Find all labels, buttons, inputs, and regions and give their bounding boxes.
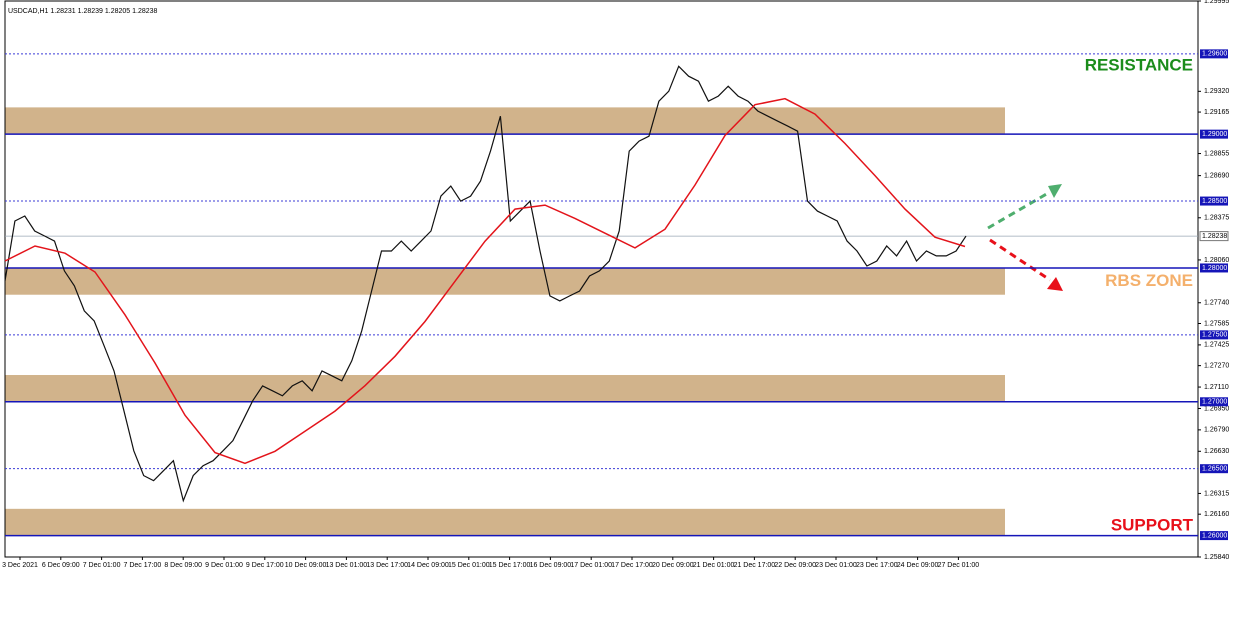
- zone: [5, 375, 1005, 402]
- level-label-box: [1200, 129, 1228, 139]
- annotation: RBS ZONE: [1105, 271, 1193, 290]
- x-tick-label: 7 Dec 17:00: [124, 562, 162, 569]
- down-arrow-head: [1047, 277, 1063, 291]
- level-label: 1.26500: [1202, 466, 1227, 473]
- y-tick-label: 1.29165: [1204, 109, 1229, 116]
- current-price-label: 1.28238: [1202, 233, 1227, 240]
- y-tick-label: 1.28855: [1204, 150, 1229, 157]
- x-tick-label: 27 Dec 01:00: [938, 562, 980, 569]
- x-tick-label: 20 Dec 09:00: [652, 562, 694, 569]
- x-tick-label: 6 Dec 09:00: [42, 562, 80, 569]
- y-tick-label: 1.28375: [1204, 215, 1229, 222]
- level-label-box: [1200, 397, 1228, 407]
- annotation: RESISTANCE: [1085, 55, 1193, 74]
- x-tick-label: 17 Dec 01:00: [570, 562, 612, 569]
- y-tick-label: 1.28060: [1204, 257, 1229, 264]
- level-label: 1.27500: [1202, 332, 1227, 339]
- x-tick-label: 16 Dec 09:00: [530, 562, 572, 569]
- down-arrow-line: [989, 238, 1051, 282]
- x-tick-label: 21 Dec 01:00: [693, 562, 735, 569]
- y-tick-label: 1.28690: [1204, 172, 1229, 179]
- x-tick-label: 8 Dec 09:00: [164, 562, 202, 569]
- x-tick-label: 17 Dec 17:00: [611, 562, 653, 569]
- zone: [5, 508, 1005, 536]
- y-tick-label: 1.27585: [1204, 320, 1229, 327]
- x-tick-label: 9 Dec 17:00: [246, 562, 284, 569]
- y-tick-label: 1.27425: [1204, 342, 1229, 349]
- x-tick-label: 15 Dec 01:00: [448, 562, 490, 569]
- y-tick-label: 1.29995: [1204, 0, 1229, 5]
- y-tick-label: 1.26160: [1204, 511, 1229, 518]
- x-tick-label: 3 Dec 2021: [2, 562, 38, 569]
- level-label-box: [1200, 330, 1228, 340]
- zone: [5, 267, 1005, 295]
- x-tick-label: 21 Dec 17:00: [734, 562, 776, 569]
- y-tick-label: 1.27740: [1204, 300, 1229, 307]
- level-label-box: [1200, 49, 1228, 59]
- level-label: 1.26000: [1202, 532, 1227, 539]
- level-label-box: [1200, 196, 1228, 206]
- level-label-box: [1200, 464, 1228, 474]
- x-tick-label: 15 Dec 17:00: [489, 562, 531, 569]
- annotation: SUPPORT: [1111, 516, 1194, 535]
- x-tick-label: 7 Dec 01:00: [83, 562, 121, 569]
- current-price-box: [1199, 231, 1229, 242]
- y-tick-label: 1.25840: [1204, 554, 1229, 561]
- zones: [5, 107, 1005, 536]
- level-label: 1.28500: [1202, 198, 1227, 205]
- up-arrow-line: [987, 190, 1051, 230]
- chart-header: USDCAD,H1 1.28231 1.28239 1.28205 1.2823…: [8, 8, 158, 15]
- level-label: 1.27000: [1202, 399, 1227, 406]
- y-tick-label: 1.26790: [1204, 427, 1229, 434]
- x-tick-label: 13 Dec 17:00: [366, 562, 408, 569]
- x-tick-label: 9 Dec 01:00: [205, 562, 243, 569]
- level-label-box: [1200, 263, 1228, 273]
- x-tick-label: 22 Dec 09:00: [774, 562, 816, 569]
- level-label: 1.28000: [1202, 265, 1227, 272]
- x-tick-label: 10 Dec 09:00: [285, 562, 327, 569]
- signal-arrows: [987, 184, 1063, 291]
- y-tick-label: 1.27110: [1204, 384, 1229, 391]
- up-arrow-head: [1048, 184, 1062, 198]
- y-tick-label: 1.26950: [1204, 405, 1229, 412]
- x-tick-label: 23 Dec 17:00: [856, 562, 898, 569]
- level-label-box: [1200, 531, 1228, 541]
- x-tick-label: 13 Dec 01:00: [326, 562, 368, 569]
- x-tick-label: 14 Dec 09:00: [407, 562, 449, 569]
- zone: [5, 107, 1005, 135]
- x-tick-label: 24 Dec 09:00: [897, 562, 939, 569]
- y-tick-label: 1.29320: [1204, 88, 1229, 95]
- moving-average: [4, 97, 966, 465]
- y-tick-label: 1.26630: [1204, 448, 1229, 455]
- x-tick-label: 23 Dec 01:00: [815, 562, 857, 569]
- y-tick-label: 1.26315: [1204, 490, 1229, 497]
- level-label: 1.29000: [1202, 131, 1227, 138]
- price-line: [4, 65, 967, 503]
- y-tick-label: 1.27270: [1204, 362, 1229, 369]
- level-label: 1.29600: [1202, 51, 1227, 58]
